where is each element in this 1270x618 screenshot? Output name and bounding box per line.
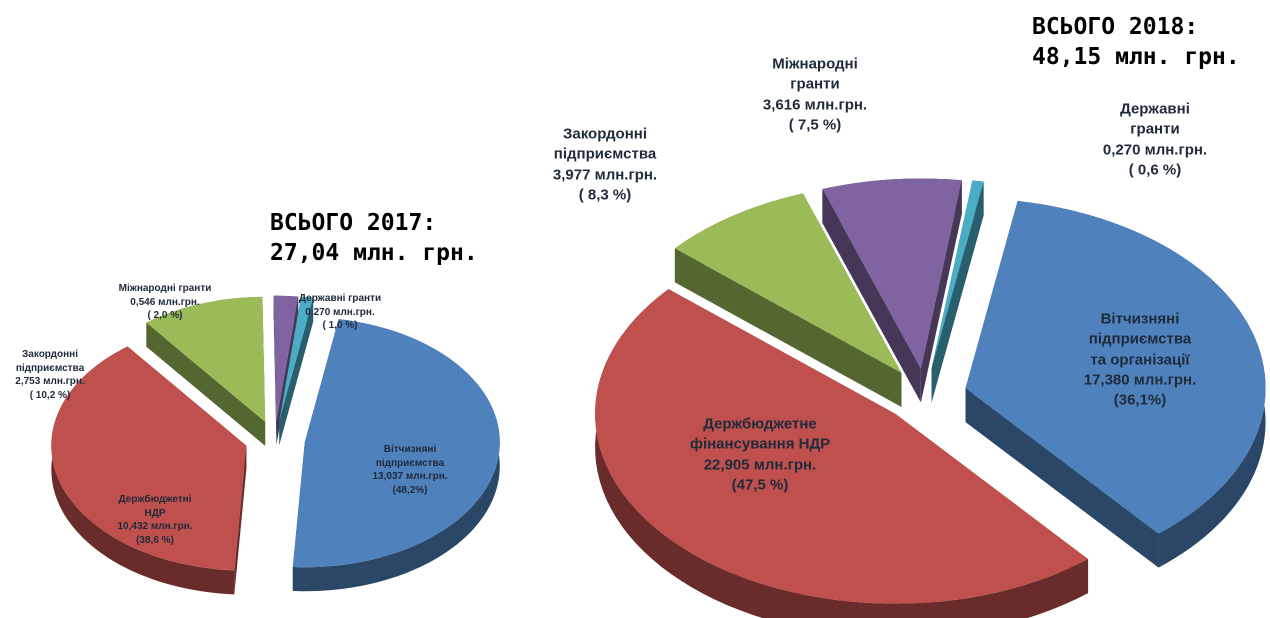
category-label: Міжнародні гранти — [772, 55, 858, 93]
slice-label: Державні гранти 0,270 млн.грн. ( 0,6 %) — [1098, 100, 1213, 181]
amount-label: 2,753 млн.грн. — [15, 376, 85, 387]
slice-side — [965, 388, 1159, 568]
chart-title: ВСЬОГО 2018: — [1032, 14, 1199, 40]
category-label: Вітчизняні підприємства — [375, 444, 445, 469]
slice-side — [931, 181, 984, 403]
chart-title: ВСЬОГО 2017: — [270, 210, 437, 236]
slice-label: Міжнародні гранти 0,546 млн.грн.( 2,0 %) — [119, 282, 212, 323]
category-label: Вітчизняні підприємства та організації — [1088, 310, 1192, 368]
chart-title-block: ВСЬОГО 2018: 48,15 млн. грн. — [1032, 12, 1240, 72]
slice-side — [822, 189, 921, 403]
slice — [965, 200, 1266, 534]
value-label: ( 1,0 %) — [322, 319, 358, 331]
slice-side — [279, 297, 314, 445]
slice-side — [234, 445, 247, 595]
slice — [292, 319, 500, 568]
category-label: Держбюджетні НДР — [118, 494, 192, 519]
value-label: (48,2%) — [392, 484, 428, 496]
slice-side — [674, 248, 902, 407]
value-label: (47,5 %) — [731, 476, 789, 494]
value-label: (38,6 %) — [136, 534, 174, 546]
chart-subtitle: 27,04 млн. грн. — [270, 240, 478, 266]
slice — [279, 296, 314, 421]
slice — [822, 178, 962, 369]
value-label: ( 7,5 %) — [788, 116, 842, 134]
amount-label: 13,037 млн.грн. — [372, 471, 448, 482]
slice-side — [146, 322, 266, 446]
category-label: Державні гранти — [1120, 100, 1190, 138]
slice-label: Міжнародні гранти 3,616 млн.грн. ( 7,5 %) — [763, 55, 867, 136]
slice-label: Закордонні підприємства 2,753 млн.грн. ( 1… — [15, 348, 84, 402]
slice-label: Вітчизняні підприємства 13,037 млн.грн. (4… — [372, 443, 447, 497]
amount-label: 3,616 млн.грн. — [762, 96, 868, 113]
amount-label: 0,270 млн.грн. — [305, 306, 375, 318]
slice — [51, 346, 247, 571]
value-label: ( 2,0 %) — [147, 309, 183, 321]
slice-side — [51, 346, 235, 595]
value-label: (36,1%) — [1113, 391, 1167, 409]
chart-title-block: ВСЬОГО 2017: 27,04 млн. грн. — [270, 208, 478, 268]
category-label: Закордонні підприємства — [15, 349, 85, 374]
amount-label: 3,977 млн.грн. — [552, 166, 658, 183]
category-label: Міжнародні гранти — [118, 282, 212, 294]
slice-side — [920, 180, 962, 403]
chart-subtitle: 48,15 млн. грн. — [1032, 44, 1240, 70]
value-label: ( 8,3 %) — [578, 186, 632, 204]
category-label: Держбюджетне фінансування НДР — [689, 415, 831, 453]
amount-label: 17,380 млн.грн. — [1083, 371, 1197, 389]
slice — [146, 296, 266, 422]
slice — [273, 295, 299, 421]
amount-label: 0,546 млн.грн. — [130, 296, 200, 308]
amount-label: 22,905 млн.грн. — [703, 456, 817, 473]
category-label: Державні гранти — [298, 292, 382, 304]
slice-label: Вітчизняні підприємства та організації 17… — [1084, 309, 1197, 410]
amount-label: 0,270 млн.грн. — [1102, 141, 1208, 158]
slice-side — [273, 295, 277, 445]
value-label: ( 0,6 %) — [1128, 161, 1182, 179]
slice-label: Закордонні підприємства 3,977 млн.грн. ( 8… — [553, 125, 657, 206]
slice-label: Держбюджетне фінансування НДР 22,905 млн.… — [690, 415, 830, 496]
slice-label: Держбюджетні НДР 10,432 млн.грн. (38,6 %) — [117, 493, 192, 547]
slice-label: Державні гранти 0,270 млн.грн.( 1,0 %) — [299, 292, 381, 333]
slice — [595, 289, 1089, 604]
category-label: Закордонні підприємства — [553, 125, 657, 163]
slice — [674, 193, 902, 373]
amount-label: 10,432 млн.грн. — [117, 521, 193, 532]
slice — [931, 180, 984, 369]
value-label: ( 10,2 %) — [29, 389, 71, 401]
